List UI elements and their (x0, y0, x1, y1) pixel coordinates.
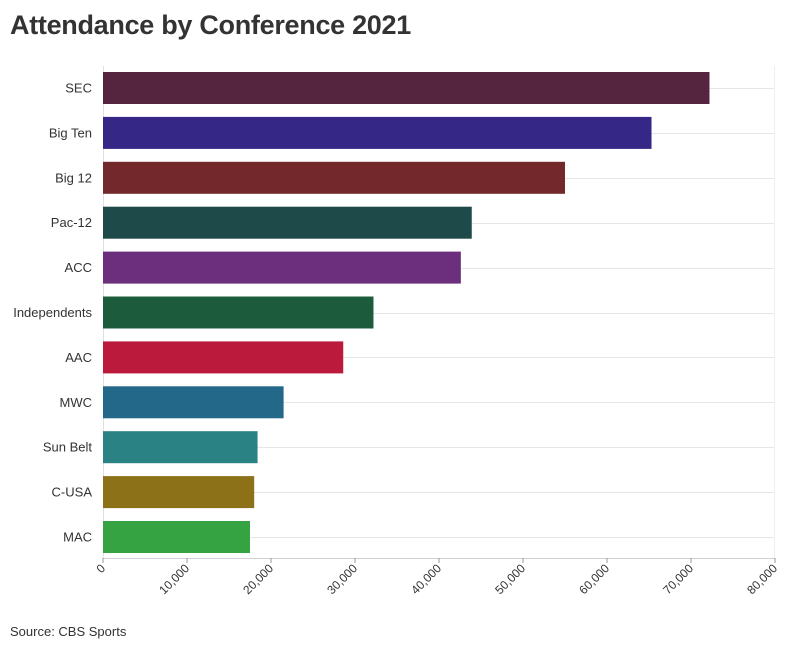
category-label: MAC (63, 530, 92, 545)
category-label: Pac-12 (51, 215, 92, 230)
x-tick-label: 70,000 (660, 561, 696, 597)
bar-mac[interactable] (103, 521, 250, 553)
bars (103, 72, 710, 553)
bar-acc[interactable] (103, 251, 461, 284)
x-tick-label: 20,000 (240, 561, 276, 597)
category-label: C-USA (52, 485, 93, 500)
bar-big-12[interactable] (103, 161, 565, 194)
category-label: Big Ten (49, 125, 92, 140)
category-label: MWC (60, 395, 93, 410)
x-tick-label: 60,000 (576, 561, 612, 597)
category-label: SEC (65, 81, 92, 96)
x-tick-label: 50,000 (492, 561, 528, 597)
category-labels: SEC Big Ten Big 12 Pac-12 ACC Independents AAC… (13, 81, 92, 545)
category-label: Independents (13, 305, 92, 320)
bar-c-usa[interactable] (103, 476, 255, 509)
x-tick-label: 40,000 (408, 561, 444, 597)
x-tick-label: 80,000 (744, 561, 780, 597)
bar-sun-belt[interactable] (103, 431, 258, 464)
source-note: Source: CBS Sports (10, 624, 127, 639)
bar-independents[interactable] (103, 296, 374, 329)
category-label: AAC (65, 350, 92, 365)
bar-pac-12[interactable] (103, 206, 472, 239)
category-label: Sun Belt (43, 440, 93, 455)
x-tick-label: 0 (93, 561, 108, 576)
x-tick-label: 10,000 (156, 561, 192, 597)
category-label: ACC (65, 260, 92, 275)
bar-aac[interactable] (103, 341, 344, 374)
bar-sec[interactable] (103, 72, 710, 104)
chart-title: Attendance by Conference 2021 (10, 10, 411, 40)
category-label: Big 12 (55, 170, 92, 185)
x-axis: 0 10,000 20,000 30,000 40,000 50,000 60,000 70,… (93, 558, 780, 597)
bar-big-ten[interactable] (103, 116, 652, 149)
x-tick-label: 30,000 (324, 561, 360, 597)
bar-mwc[interactable] (103, 386, 284, 419)
